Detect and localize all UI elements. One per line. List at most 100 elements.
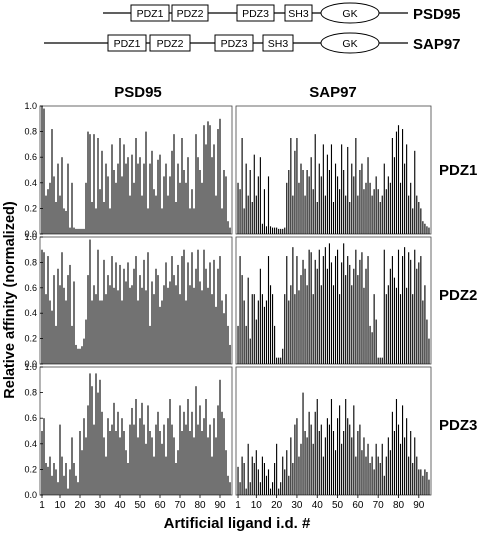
protein-name: SAP97 — [413, 36, 461, 53]
bar — [55, 202, 57, 234]
bar — [155, 195, 157, 234]
bar — [428, 227, 430, 234]
bar — [183, 249, 185, 364]
domain-gk-ellipse — [320, 2, 380, 24]
domain-pdz1-box — [130, 4, 170, 22]
bar — [359, 259, 361, 364]
bar — [300, 275, 302, 364]
bar — [302, 259, 304, 364]
bar — [227, 221, 229, 234]
bar — [345, 195, 347, 234]
bar — [179, 182, 181, 234]
bar — [57, 482, 59, 495]
bar — [294, 424, 296, 495]
bar — [361, 450, 363, 495]
bar — [87, 405, 89, 495]
bar — [261, 456, 263, 495]
bar — [105, 456, 107, 495]
bar — [115, 262, 117, 364]
bar — [353, 176, 355, 234]
bar — [296, 138, 298, 234]
bar — [155, 424, 157, 495]
bar — [255, 319, 257, 364]
bar — [205, 399, 207, 495]
bar — [426, 226, 428, 234]
bar — [159, 306, 161, 364]
bar — [125, 450, 127, 495]
bar — [53, 275, 55, 364]
y-tick-label: 0.0 — [24, 359, 37, 369]
bar — [219, 379, 221, 495]
bar — [377, 189, 379, 234]
bar — [424, 285, 426, 364]
bar — [115, 431, 117, 495]
domain-sh3-label: SH3 — [268, 38, 289, 50]
bar — [183, 170, 185, 234]
bar — [353, 268, 355, 364]
bar — [141, 402, 143, 495]
bar — [237, 325, 239, 364]
bar — [243, 208, 245, 234]
bar — [69, 469, 71, 495]
bar — [304, 431, 306, 495]
bar — [75, 344, 77, 364]
bar — [221, 411, 223, 495]
bar — [361, 163, 363, 234]
bar — [173, 275, 175, 364]
y-tick-label: 1.0 — [24, 362, 37, 372]
bar — [49, 456, 51, 495]
bar — [312, 294, 314, 364]
bar — [371, 332, 373, 364]
bar — [65, 210, 67, 234]
bar — [237, 182, 239, 234]
bar — [387, 437, 389, 495]
bar — [199, 281, 201, 364]
bar — [239, 256, 241, 364]
bar — [77, 228, 79, 234]
bar — [306, 170, 308, 234]
bar — [345, 399, 347, 495]
bar — [290, 437, 292, 495]
y-tick-label: 0.2 — [24, 203, 37, 213]
bar — [365, 456, 367, 495]
bar — [177, 264, 179, 364]
bar — [399, 294, 402, 364]
bar — [157, 275, 159, 364]
bar — [123, 268, 125, 364]
bar — [57, 163, 59, 234]
bar — [355, 138, 357, 234]
bar — [175, 463, 177, 495]
bar — [280, 482, 282, 495]
bar — [304, 195, 306, 234]
bar — [410, 259, 412, 364]
bar — [328, 243, 330, 364]
bar — [282, 228, 284, 234]
y-tick-label: 0.4 — [24, 308, 37, 318]
bar — [223, 313, 225, 364]
bar — [189, 431, 191, 495]
bar — [298, 456, 300, 495]
bar — [314, 134, 316, 234]
bar — [269, 488, 272, 495]
bar — [259, 482, 261, 495]
bar — [322, 456, 324, 495]
bar — [221, 208, 223, 234]
bar — [195, 386, 197, 495]
bar — [91, 300, 93, 364]
x-tick-label: 1 — [235, 500, 241, 511]
bar — [131, 285, 133, 364]
bar — [199, 170, 201, 234]
bar — [316, 202, 318, 234]
bar — [105, 294, 107, 364]
row-label-pdz1: PDZ1 — [439, 162, 477, 179]
bar — [155, 268, 157, 364]
bar — [197, 157, 199, 234]
bar — [389, 268, 391, 364]
bar — [111, 424, 113, 495]
bar — [278, 228, 280, 234]
bar — [187, 157, 189, 234]
bar — [399, 182, 402, 234]
x-tick-label: 50 — [332, 500, 344, 511]
bar — [217, 268, 219, 364]
bar — [351, 437, 353, 495]
